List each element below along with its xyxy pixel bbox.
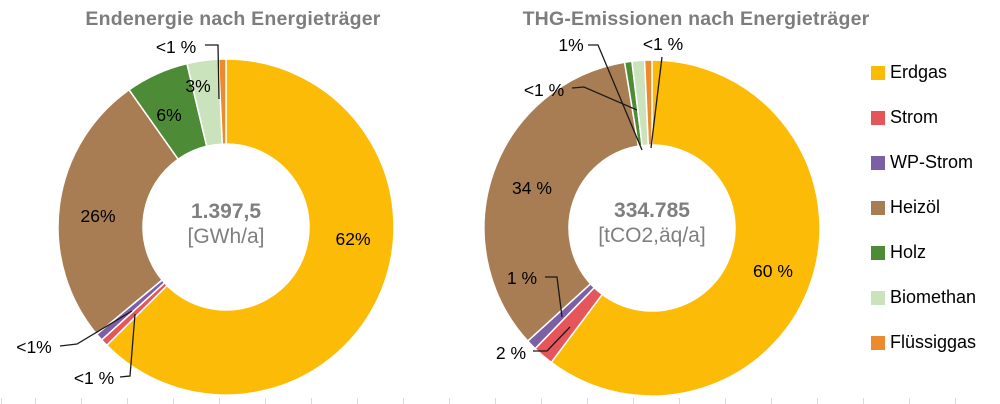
slice-percentage-label-heizoel: 34 % bbox=[512, 178, 552, 198]
legend-swatch-fluessiggas bbox=[871, 335, 885, 350]
center-total-value: 334.785 bbox=[614, 199, 690, 222]
legend-item-wp-strom: WP-Strom bbox=[871, 140, 976, 185]
cropped-table-gridline-ticks bbox=[0, 398, 1000, 404]
slice-percentage-label-strom: 2 % bbox=[496, 343, 526, 363]
legend-label: Holz bbox=[890, 242, 927, 262]
chart-title-thg-emissionen: THG-Emissionen nach Energieträger bbox=[522, 8, 870, 30]
slice-heizoel bbox=[57, 88, 180, 336]
slice-percentage-label-fluessiggas: <1 % bbox=[643, 34, 683, 54]
slice-percentage-label-fluessiggas: <1 % bbox=[156, 37, 196, 57]
legend-label: Heizöl bbox=[890, 197, 941, 217]
legend-item-holz: Holz bbox=[871, 230, 976, 275]
slice-percentage-label-heizoel: 26% bbox=[80, 206, 115, 226]
legend-swatch-strom bbox=[871, 110, 885, 125]
slice-fluessiggas bbox=[217, 58, 227, 145]
center-total-unit: [GWh/a] bbox=[187, 225, 265, 248]
slice-erdgas bbox=[105, 58, 395, 396]
donut-endenergie: 62% 26% 6%3% <1 % <1% <1 % bbox=[16, 37, 395, 396]
legend-label: Biomethan bbox=[890, 287, 977, 307]
legend-label: Strom bbox=[890, 107, 939, 127]
legend-label: Flüssiggas bbox=[890, 332, 977, 352]
legend-label: Erdgas bbox=[890, 62, 948, 82]
legend-item-heizoel: Heizöl bbox=[871, 185, 976, 230]
slice-percentage-label-biomethan: 1% bbox=[558, 35, 583, 55]
center-total-thg: 334.785 [tCO2,äq/a] bbox=[552, 199, 752, 249]
slice-heizoel bbox=[483, 61, 640, 343]
slice-percentage-label-holz: 6% bbox=[156, 105, 181, 125]
legend-swatch-holz bbox=[871, 245, 885, 260]
center-total-unit: [tCO2,äq/a] bbox=[598, 224, 706, 247]
legend-item-fluessiggas: Flüssiggas bbox=[871, 320, 976, 365]
label-leader-line bbox=[533, 326, 571, 352]
center-total-value: 1.397,5 bbox=[190, 200, 262, 223]
legend: Erdgas Strom WP-Strom Heizöl Holz Biomet… bbox=[871, 50, 976, 365]
label-leader-line bbox=[119, 313, 136, 378]
slice-percentage-label-wp-strom: <1% bbox=[16, 337, 52, 357]
legend-item-erdgas: Erdgas bbox=[871, 50, 976, 95]
slice-percentage-label-erdgas: 62% bbox=[335, 229, 370, 249]
legend-label: WP-Strom bbox=[890, 152, 973, 172]
slice-percentage-label-wp-strom: 1 % bbox=[507, 268, 537, 288]
slice-percentage-label-holz: <1 % bbox=[524, 80, 564, 100]
legend-swatch-heizoel bbox=[871, 200, 885, 215]
slice-percentage-label-strom: <1 % bbox=[74, 368, 114, 388]
legend-swatch-wp-strom bbox=[871, 155, 885, 170]
label-leader-line bbox=[650, 56, 663, 149]
label-leader-line bbox=[588, 44, 643, 151]
legend-item-strom: Strom bbox=[871, 95, 976, 140]
donut-thg: 60 % 34 % 1 % 2 % <1 % 1% <1 % bbox=[483, 34, 821, 397]
label-leader-line bbox=[59, 310, 133, 347]
center-total-endenergie: 1.397,5 [GWh/a] bbox=[126, 200, 326, 250]
slice-percentage-label-erdgas: 60 % bbox=[753, 261, 793, 281]
legend-swatch-biomethan bbox=[871, 290, 885, 305]
legend-item-biomethan: Biomethan bbox=[871, 275, 976, 320]
slice-erdgas bbox=[550, 59, 821, 397]
label-leader-line bbox=[545, 276, 563, 318]
label-leader-line bbox=[571, 86, 638, 111]
chart-title-endenergie: Endenergie nach Energieträger bbox=[85, 8, 381, 30]
legend-swatch-erdgas bbox=[871, 65, 885, 80]
label-leader-line bbox=[205, 44, 220, 100]
slice-percentage-label-biomethan: 3% bbox=[185, 76, 210, 96]
